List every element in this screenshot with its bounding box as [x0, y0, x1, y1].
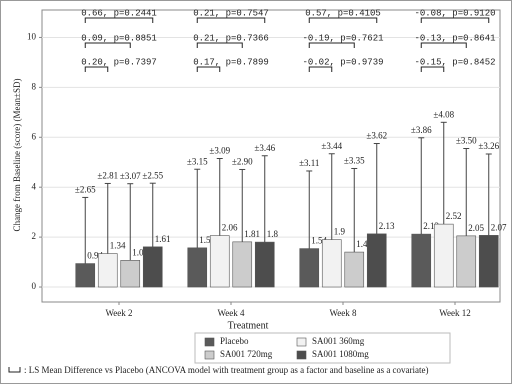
- comparison-label: -0.19, p=0.7621: [302, 33, 383, 43]
- error-label: ±3.50: [456, 136, 477, 146]
- legend-swatch: [204, 337, 215, 347]
- y-tick-label: 6: [32, 131, 37, 141]
- comparison-bracket: [196, 42, 243, 48]
- comparison-label: -0.15, p=0.8452: [414, 57, 495, 67]
- value-label: 1.8: [267, 229, 279, 239]
- bar: [142, 246, 163, 288]
- value-label: 0.94: [87, 251, 103, 261]
- comparison-label: 0.20, p=0.7397: [81, 57, 157, 67]
- comparison-bracket: [308, 42, 355, 48]
- comparison-bracket: [420, 17, 490, 23]
- bar: [433, 223, 454, 288]
- bar: [299, 248, 320, 288]
- value-label: 2.12: [423, 221, 439, 231]
- comparison-bracket: [84, 42, 131, 48]
- legend-swatch: [204, 350, 215, 360]
- bar: [478, 235, 499, 288]
- comparison-label: 0.21, p=0.7366: [193, 33, 269, 43]
- y-tick-label: 10: [27, 32, 37, 42]
- legend-title: Treatment: [228, 320, 269, 331]
- bar: [187, 247, 208, 288]
- legend-label: SA001 720mg: [220, 349, 273, 359]
- comparison-bracket: [420, 66, 445, 72]
- bar: [254, 241, 275, 288]
- y-tick-label: 4: [32, 181, 37, 191]
- bar: [75, 263, 96, 288]
- value-label: 2.52: [446, 211, 462, 221]
- error-label: ±3.26: [478, 141, 499, 151]
- value-label: 2.06: [222, 223, 238, 233]
- error-label: ±3.07: [120, 171, 141, 181]
- comparison-label: 0.17, p=0.7899: [193, 57, 269, 67]
- bar: [232, 241, 253, 288]
- comparison-label: 0.09, p=0.8851: [81, 33, 157, 43]
- error-label: ±2.55: [142, 170, 163, 180]
- y-tick-label: 2: [32, 231, 37, 241]
- bar: [366, 233, 387, 288]
- comparison-label: 0.66, p=0.2441: [81, 8, 157, 18]
- legend-box: [194, 332, 451, 364]
- bar: [344, 251, 365, 288]
- legend-label: SA001 360mg: [312, 336, 365, 346]
- plot-area: [41, 9, 501, 303]
- error-label: ±3.09: [209, 146, 230, 156]
- bar: [321, 239, 342, 288]
- footnote: : LS Mean Difference vs Placebo (ANCOVA …: [24, 365, 429, 375]
- comparison-label: -0.13, p=0.8641: [414, 33, 495, 43]
- error-label: ±2.65: [75, 184, 96, 194]
- comparison-bracket: [196, 66, 221, 72]
- value-label: 2.13: [379, 221, 395, 231]
- comparison-label: 0.21, p=0.7547: [193, 8, 269, 18]
- x-tick-label: Week 4: [217, 308, 245, 318]
- comparison-label: 0.57, p=0.4105: [305, 8, 381, 18]
- comparison-bracket: [196, 17, 266, 23]
- value-label: 1.57: [199, 235, 215, 245]
- error-label: ±4.08: [433, 109, 454, 119]
- value-label: 2.05: [468, 223, 484, 233]
- error-label: ±3.15: [187, 156, 208, 166]
- error-label: ±3.44: [321, 141, 342, 151]
- error-label: ±3.11: [299, 158, 319, 168]
- legend-swatch: [296, 350, 307, 360]
- x-tick-label: Week 12: [439, 308, 471, 318]
- y-tick-label: 0: [32, 281, 37, 291]
- comparison-bracket: [308, 66, 333, 72]
- comparison-bracket: [84, 17, 154, 23]
- comparison-label: -0.02, p=0.9739: [302, 57, 383, 67]
- value-label: 1.4: [356, 239, 368, 249]
- error-label: ±3.35: [344, 156, 365, 166]
- value-label: 1.07: [132, 247, 148, 257]
- comparison-label: -0.08, p=0.9120: [414, 8, 495, 18]
- y-axis-label: Change from Baseline (score) (Mean±SD): [12, 79, 22, 232]
- legend-label: Placebo: [220, 336, 249, 346]
- value-label: 2.07: [491, 222, 507, 232]
- x-tick-label: Week 2: [105, 308, 132, 318]
- bar: [120, 260, 141, 288]
- bar: [209, 235, 230, 288]
- value-label: 1.61: [155, 234, 171, 244]
- comparison-bracket: [84, 66, 109, 72]
- y-tick-label: 8: [32, 81, 37, 91]
- error-label: ±3.62: [366, 131, 387, 141]
- error-label: ±2.81: [97, 171, 118, 181]
- error-label: ±2.90: [232, 157, 253, 167]
- comparison-bracket: [420, 42, 467, 48]
- error-label: ±3.46: [254, 143, 275, 153]
- bar: [97, 253, 118, 288]
- value-label: 1.9: [334, 227, 346, 237]
- value-label: 1.34: [110, 241, 126, 251]
- legend-label: SA001 1080mg: [312, 349, 369, 359]
- error-label: ±3.86: [411, 125, 432, 135]
- bar: [456, 235, 477, 288]
- footnote-bracket-icon: [8, 367, 21, 373]
- legend-swatch: [296, 337, 307, 347]
- value-label: 1.81: [244, 229, 260, 239]
- bar: [411, 233, 432, 288]
- x-tick-label: Week 8: [329, 308, 357, 318]
- value-label: 1.54: [311, 236, 327, 246]
- comparison-bracket: [308, 17, 378, 23]
